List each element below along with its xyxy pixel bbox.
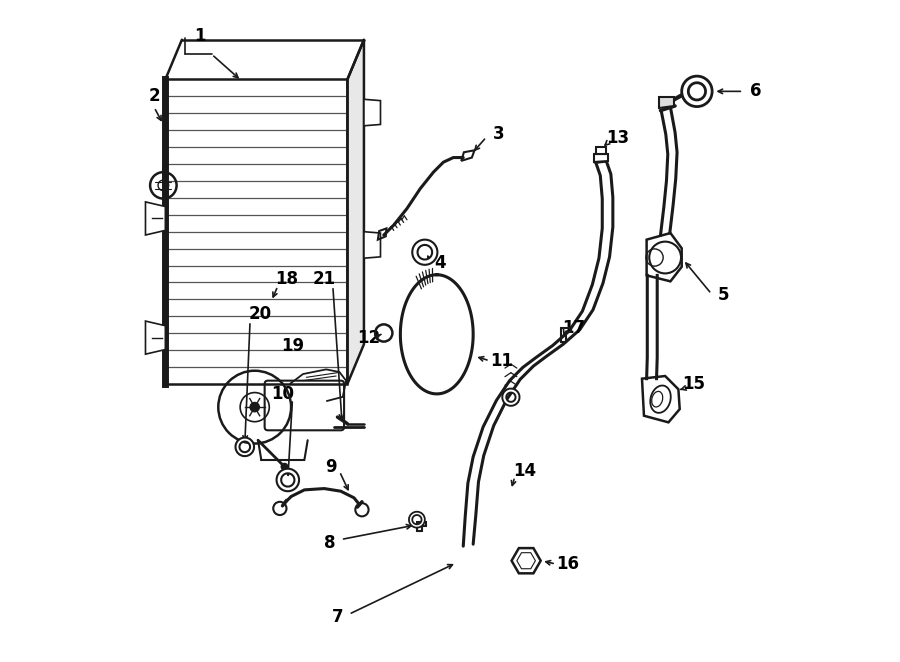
Polygon shape [364, 99, 381, 126]
Text: 21: 21 [312, 270, 336, 289]
Text: 6: 6 [750, 82, 761, 101]
Text: 18: 18 [275, 270, 298, 289]
Polygon shape [347, 40, 364, 384]
Circle shape [250, 402, 259, 412]
Wedge shape [276, 469, 299, 491]
Text: 19: 19 [282, 336, 305, 355]
Text: 8: 8 [324, 534, 336, 552]
Text: 9: 9 [325, 457, 337, 476]
Wedge shape [236, 438, 254, 456]
Text: 4: 4 [435, 254, 446, 272]
Polygon shape [364, 232, 381, 258]
Text: 15: 15 [682, 375, 705, 393]
Text: 14: 14 [513, 462, 536, 481]
Text: 3: 3 [492, 125, 504, 144]
Polygon shape [659, 97, 674, 108]
Text: 10: 10 [271, 385, 294, 403]
Text: 13: 13 [606, 128, 629, 147]
Polygon shape [146, 321, 166, 354]
Wedge shape [681, 76, 712, 107]
Polygon shape [594, 154, 608, 162]
Text: 5: 5 [717, 285, 729, 304]
Wedge shape [412, 240, 437, 265]
Text: 12: 12 [357, 328, 381, 347]
Circle shape [281, 463, 289, 471]
Polygon shape [597, 147, 606, 154]
Text: 17: 17 [562, 318, 585, 337]
Text: 7: 7 [331, 608, 343, 626]
Wedge shape [409, 512, 425, 528]
Polygon shape [146, 202, 166, 235]
Text: 11: 11 [491, 352, 513, 370]
Text: 2: 2 [148, 87, 160, 105]
Text: 20: 20 [248, 305, 272, 324]
Text: 16: 16 [556, 555, 580, 573]
Text: 1: 1 [194, 27, 206, 46]
Wedge shape [502, 389, 519, 406]
